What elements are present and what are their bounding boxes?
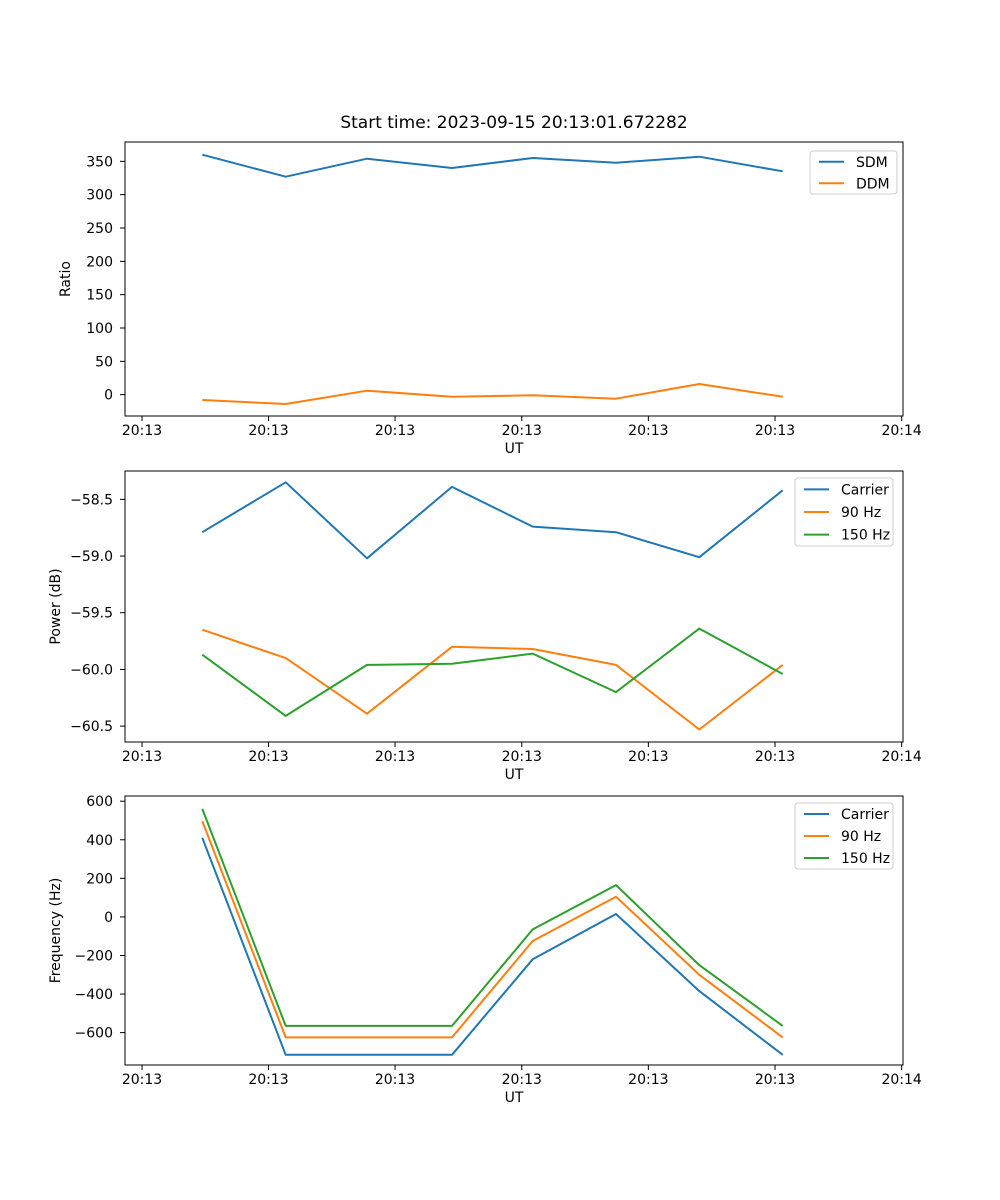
subplot-power: −60.5 −60.0 −59.5 −59.0 −58.5 20:13 20:13 20:13… [48, 470, 922, 783]
x-tick-label: 20:13 [248, 749, 288, 765]
x-tick-label: 20:13 [755, 749, 795, 765]
x-axis-label-frequency: UT [505, 1090, 524, 1106]
y-tick-label: 100 [86, 321, 113, 337]
x-tick-label: 20:13 [628, 749, 668, 765]
subplot-frequency: −600 −400 −200 0 200 400 600 20:13 20:13 20:13 20:… [48, 794, 922, 1106]
x-tick-label: 20:14 [881, 749, 921, 765]
y-tick-label: 0 [104, 910, 113, 926]
x-tick-label: 20:13 [122, 423, 162, 439]
x-tick-label: 20:13 [248, 1072, 288, 1088]
x-tick-label: 20:14 [881, 1072, 921, 1088]
x-tick-label: 20:13 [755, 1072, 795, 1088]
y-tick-label: 250 [86, 221, 113, 237]
y-tick-label: 200 [86, 871, 113, 887]
x-tick-label: 20:14 [881, 423, 921, 439]
series-line-90-hz [201, 628, 784, 731]
x-tick-label: 20:13 [375, 423, 415, 439]
legend-label: DDM [856, 176, 890, 192]
plot-area-ratio [124, 141, 904, 417]
legend-label: 90 Hz [841, 829, 881, 845]
series-line-carrier [201, 481, 784, 560]
series-line-150-hz [201, 627, 784, 717]
series-line-carrier [201, 837, 784, 1056]
chart-title: Start time: 2023-09-15 20:13:01.672282 [340, 113, 688, 133]
y-tick-label: −200 [75, 948, 113, 964]
y-tick-label: −59.5 [70, 606, 113, 622]
x-tick-label: 20:13 [248, 423, 288, 439]
series-line-ddm [202, 383, 783, 405]
plot-area-frequency [124, 795, 904, 1066]
y-tick-label: −400 [75, 987, 113, 1003]
x-tick-label: 20:13 [375, 749, 415, 765]
legend-box [794, 477, 894, 547]
x-tick-label: 20:13 [502, 749, 542, 765]
x-axis-label-power: UT [505, 767, 524, 783]
legend-frequency: Carrier 90 Hz 150 Hz [794, 802, 894, 870]
y-axis-label-power: Power (dB) [48, 568, 64, 644]
legend-box [794, 802, 894, 870]
series-line-sdm [202, 153, 783, 178]
x-tick-label: 20:13 [122, 1072, 162, 1088]
x-tick-label: 20:13 [502, 1072, 542, 1088]
y-tick-label: 400 [86, 833, 113, 849]
y-tick-label: 150 [86, 288, 113, 304]
legend-label: 150 Hz [841, 851, 890, 867]
subplot-ratio: 0 50 100 150 200 250 300 350 20:13 20:13 20:13 20:1… [58, 141, 922, 457]
legend-label: 90 Hz [841, 505, 881, 521]
y-tick-label: −59.0 [70, 549, 113, 565]
series-line-90-hz [201, 820, 784, 1039]
y-tick-label: −600 [75, 1026, 113, 1042]
plot-area-power [124, 470, 904, 743]
legend-label: 150 Hz [841, 528, 890, 544]
y-tick-label: 0 [104, 388, 113, 404]
legend-label: Carrier [841, 482, 889, 498]
x-tick-label: 20:13 [755, 423, 795, 439]
x-tick-label: 20:13 [375, 1072, 415, 1088]
x-tick-label: 20:13 [122, 749, 162, 765]
y-tick-label: 200 [86, 254, 113, 270]
x-tick-label: 20:13 [502, 423, 542, 439]
y-tick-label: −60.0 [70, 662, 113, 678]
y-tick-label: −58.5 [70, 492, 113, 508]
x-axis-label-ratio: UT [505, 441, 524, 457]
y-axis-label-ratio: Ratio [58, 261, 74, 297]
legend-power: Carrier 90 Hz 150 Hz [794, 477, 894, 547]
y-tick-label: 300 [86, 188, 113, 204]
x-tick-label: 20:13 [628, 1072, 668, 1088]
legend-label: Carrier [841, 807, 889, 823]
x-tick-label: 20:13 [628, 423, 668, 439]
series-line-150-hz [201, 808, 784, 1027]
y-tick-label: −60.5 [70, 719, 113, 735]
y-tick-label: 350 [86, 154, 113, 170]
y-tick-label: 600 [86, 794, 113, 810]
y-axis-label-frequency: Frequency (Hz) [48, 878, 64, 984]
legend-ratio: SDM DDM [809, 150, 898, 195]
legend-label: SDM [856, 155, 888, 171]
y-tick-label: 50 [95, 354, 113, 370]
